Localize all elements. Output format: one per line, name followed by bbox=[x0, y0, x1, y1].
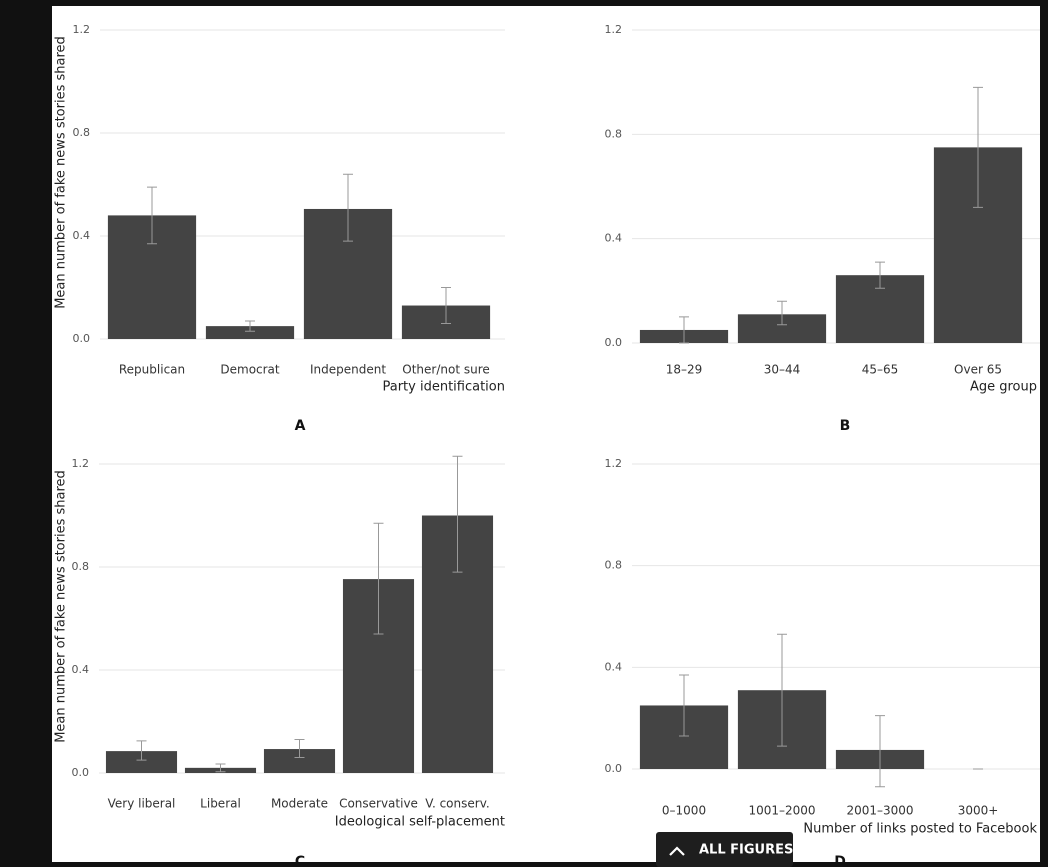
panel-label: B bbox=[840, 418, 851, 434]
x-tick-label: 30–44 bbox=[764, 363, 801, 377]
y-tick-label: 0.8 bbox=[72, 560, 90, 573]
y-tick-label: 1.2 bbox=[605, 457, 623, 470]
x-tick-label: 1001–2000 bbox=[748, 804, 815, 818]
error-bar bbox=[373, 522, 384, 635]
y-tick-label: 0.0 bbox=[73, 332, 91, 345]
error-bar bbox=[343, 173, 353, 242]
error-bar bbox=[136, 740, 147, 761]
error-bar bbox=[245, 320, 255, 332]
bar bbox=[263, 749, 336, 773]
y-tick-label: 1.2 bbox=[72, 457, 90, 470]
y-tick-label: 1.2 bbox=[73, 23, 91, 36]
button-background[interactable] bbox=[656, 832, 793, 867]
error-bar bbox=[452, 455, 463, 573]
x-tick-label: 2001–3000 bbox=[846, 804, 913, 818]
error-bar bbox=[441, 287, 451, 325]
x-tick-label: Over 65 bbox=[954, 363, 1002, 377]
x-tick-label: Independent bbox=[310, 363, 386, 377]
y-axis-title: Mean number of fake news stories shared bbox=[54, 470, 69, 743]
y-tick-label: 0.4 bbox=[605, 660, 623, 673]
x-tick-label: 18–29 bbox=[666, 363, 703, 377]
x-tick-label: V. conserv. bbox=[425, 797, 489, 811]
x-tick-label: Liberal bbox=[200, 797, 241, 811]
y-tick-label: 0.0 bbox=[72, 766, 90, 779]
error-bar bbox=[777, 633, 787, 747]
error-bar bbox=[679, 316, 689, 344]
y-tick-label: 0.4 bbox=[72, 663, 90, 676]
x-tick-label: 3000+ bbox=[958, 804, 999, 818]
x-tick-label: Republican bbox=[119, 363, 185, 377]
y-tick-label: 0.8 bbox=[73, 126, 91, 139]
x-tick-label: 0–1000 bbox=[662, 804, 706, 818]
y-tick-label: 0.0 bbox=[605, 762, 623, 775]
y-tick-label: 0.0 bbox=[605, 336, 623, 349]
x-axis-title: Ideological self-placement bbox=[335, 815, 505, 830]
x-tick-label: Moderate bbox=[271, 797, 328, 811]
error-bar bbox=[679, 674, 689, 737]
error-bar bbox=[215, 763, 226, 773]
error-bar bbox=[294, 739, 305, 759]
y-tick-label: 0.8 bbox=[605, 559, 623, 572]
x-axis-title: Age group bbox=[970, 380, 1037, 395]
bottom-strip bbox=[0, 862, 1048, 867]
bar bbox=[105, 751, 178, 773]
x-tick-label: 45–65 bbox=[862, 363, 899, 377]
chevron-icon bbox=[669, 846, 685, 856]
error-bar bbox=[147, 186, 157, 245]
x-axis-title: Number of links posted to Facebook bbox=[803, 822, 1037, 837]
y-tick-label: 0.4 bbox=[73, 229, 91, 242]
bar bbox=[205, 326, 295, 339]
y-tick-label: 1.2 bbox=[605, 23, 623, 36]
y-tick-label: 0.4 bbox=[605, 232, 623, 245]
x-axis-title: Party identification bbox=[382, 380, 505, 395]
x-tick-label: Other/not sure bbox=[402, 363, 490, 377]
panel-label: C bbox=[295, 854, 305, 867]
error-bar bbox=[777, 300, 787, 326]
error-bar bbox=[875, 261, 885, 289]
y-tick-label: 0.8 bbox=[605, 127, 623, 140]
panel-label: A bbox=[295, 418, 306, 434]
button-label[interactable]: ALL FIGURES bbox=[699, 843, 793, 858]
y-axis-title: Mean number of fake news stories shared bbox=[54, 36, 69, 309]
figure-background bbox=[52, 6, 1040, 862]
error-bar bbox=[875, 715, 885, 788]
x-tick-label: Very liberal bbox=[108, 797, 176, 811]
all-figures-button[interactable]: ALL FIGURES bbox=[656, 832, 793, 867]
error-bar bbox=[973, 86, 983, 208]
x-tick-label: Democrat bbox=[220, 363, 280, 377]
x-tick-label: Conservative bbox=[339, 797, 418, 811]
panel-label: D bbox=[834, 854, 846, 867]
